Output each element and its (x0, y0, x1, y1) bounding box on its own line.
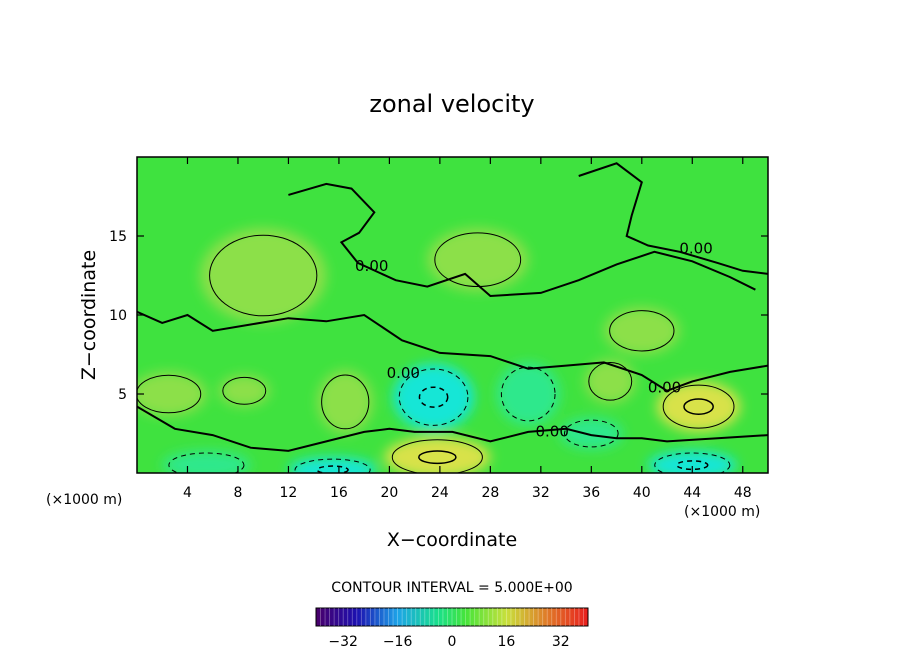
contour-interval-text: CONTOUR INTERVAL = 5.000E+00 (331, 580, 572, 596)
contour-line (588, 362, 633, 401)
x-tick-label: 48 (734, 485, 752, 501)
anomaly-blob (393, 363, 474, 431)
contour-line (564, 419, 619, 448)
x-tick-label: 8 (233, 485, 242, 501)
anomaly-blob (427, 228, 529, 292)
anomaly-blob (219, 375, 270, 407)
colorbar-tick-label: 32 (552, 634, 570, 650)
anomaly-blob (603, 307, 680, 355)
colorbar: −32 −16 0 16 32 (315, 607, 589, 650)
x-tick-label: 40 (633, 485, 651, 501)
anomaly-blob (384, 436, 491, 473)
contour-line (418, 450, 457, 465)
contour-line (662, 384, 735, 429)
colorbar-gradient (315, 607, 589, 627)
zero-contour-line (288, 182, 756, 298)
zero-contour-line (137, 310, 768, 392)
x-tick-label: 24 (431, 485, 449, 501)
contour-line (418, 386, 449, 408)
anomaly-blob (317, 370, 373, 434)
anomaly-blob (288, 457, 377, 473)
anomaly-blob (585, 359, 636, 404)
contour-line (500, 366, 556, 422)
contour-label: 0.00 (679, 239, 712, 257)
contour-line (137, 374, 202, 414)
contour-line (222, 376, 267, 405)
anomaly-blob (162, 450, 251, 473)
zero-contour-line (578, 162, 768, 275)
contour-line (609, 310, 675, 352)
contour-label: 0.00 (387, 364, 420, 382)
x-tick-label: 36 (582, 485, 600, 501)
y-axis-label: Z−coordinate (78, 250, 100, 380)
contour-line (294, 458, 371, 473)
contour-line (398, 368, 469, 426)
y-tick-label: 15 (109, 229, 127, 245)
x-axis-label: X−coordinate (387, 529, 517, 551)
anomaly-blob (656, 381, 741, 432)
x-tick-label: 28 (481, 485, 499, 501)
zero-contour-line (137, 405, 768, 452)
anomaly-blob (648, 450, 737, 473)
anomaly-blob (200, 228, 327, 323)
contour-line (654, 452, 731, 473)
contour-line (683, 398, 714, 415)
colorbar-tick-label: 0 (448, 634, 457, 650)
x-tick-label: 32 (532, 485, 550, 501)
anomaly-blob (559, 417, 623, 450)
contour-line (168, 452, 245, 473)
x-tick-label: 4 (183, 485, 192, 501)
x-tick-label: 16 (330, 485, 348, 501)
contour-line (434, 232, 522, 288)
y-tick-label: 10 (109, 308, 127, 324)
colorbar-tick-label: −32 (328, 634, 358, 650)
x-unit-left: (×1000 m) (46, 492, 122, 508)
contour-line (676, 460, 709, 471)
contour-label: 0.00 (648, 378, 681, 396)
contour-line (316, 465, 349, 473)
anomaly-blob (137, 371, 207, 417)
chart-title: zonal velocity (369, 90, 534, 118)
contour-label: 0.00 (355, 257, 388, 275)
contour-line (391, 439, 483, 473)
colorbar-tick-label: −16 (383, 634, 413, 650)
x-tick-label: 20 (380, 485, 398, 501)
anomaly-blob (496, 362, 560, 426)
x-unit-right: (×1000 m) (684, 504, 760, 520)
y-tick-label: 5 (118, 387, 127, 403)
heatmap-field: 0.00 0.00 0.00 0.00 0.00 (137, 157, 768, 473)
colorbar-tick-label: 16 (497, 634, 515, 650)
contour-line (321, 374, 370, 430)
contour-label: 0.00 (535, 423, 568, 441)
contour-line (209, 234, 318, 317)
x-tick-label: 44 (683, 485, 701, 501)
x-tick-label: 12 (280, 485, 298, 501)
